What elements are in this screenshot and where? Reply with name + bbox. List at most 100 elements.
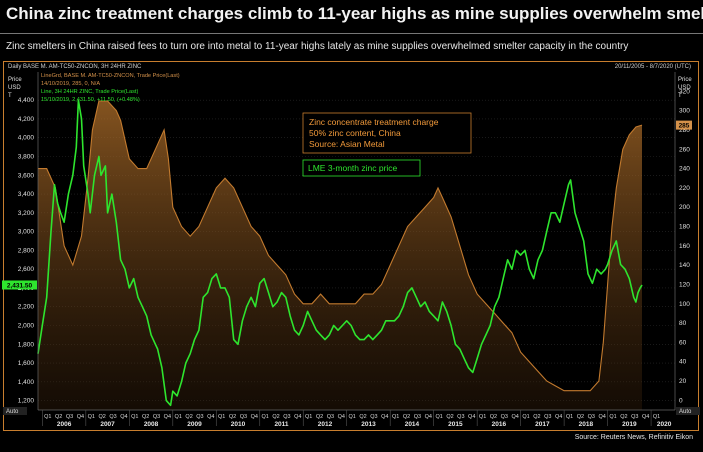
right-tick-label: 200 — [679, 204, 690, 211]
zinc-last-tag — [2, 280, 37, 290]
year-label: 2018 — [579, 421, 594, 428]
left-tick-label: 1,600 — [18, 360, 35, 367]
quarter-label: Q2 — [533, 414, 540, 420]
quarter-label: Q3 — [370, 414, 377, 420]
year-label: 2011 — [274, 421, 288, 428]
legend-entry: LineGrd, BASE M. AM-TC50-ZNCON, Trade Pr… — [41, 73, 180, 79]
source-note: Source: Reuters News, Refinitiv Eikon — [574, 434, 693, 441]
year-label: 2017 — [535, 421, 550, 428]
quarter-label: Q1 — [262, 414, 269, 420]
quarter-label: Q3 — [414, 414, 421, 420]
quarter-label: Q3 — [109, 414, 116, 420]
quarter-label: Q4 — [207, 414, 214, 420]
quarter-label: Q3 — [66, 414, 73, 420]
right-tick-label: 80 — [679, 320, 687, 327]
left-axis-title: T — [8, 93, 12, 99]
quarter-label: Q1 — [348, 414, 355, 420]
quarter-label: Q1 — [479, 414, 486, 420]
left-tick-label: 1,400 — [18, 379, 35, 386]
quarter-label: Q4 — [251, 414, 258, 420]
right-tick-label: 260 — [679, 146, 690, 153]
quarter-label: Q1 — [218, 414, 225, 420]
quarter-label: Q1 — [522, 414, 529, 420]
year-label: 2014 — [405, 421, 420, 428]
right-tick-label: 280 — [679, 127, 690, 134]
chart-subtitle: Zinc smelters in China raised fees to tu… — [6, 41, 629, 52]
left-axis-title: USD — [8, 85, 21, 91]
year-label: 2010 — [231, 421, 246, 428]
tc-annotation-line2: 50% zinc content, China — [309, 128, 401, 138]
right-tick-label: 20 — [679, 378, 687, 385]
right-tick-label: 40 — [679, 359, 687, 366]
title-divider — [0, 33, 703, 34]
zinc-annotation-text: LME 3-month zinc price — [308, 163, 398, 173]
right-tick-label: 140 — [679, 262, 690, 269]
quarter-label: Q3 — [327, 414, 334, 420]
year-label: 2012 — [318, 421, 333, 428]
quarter-label: Q1 — [392, 414, 399, 420]
quarter-label: Q4 — [468, 414, 475, 420]
quarter-label: Q4 — [164, 414, 171, 420]
right-tick-label: 160 — [679, 243, 690, 250]
year-label: 2006 — [57, 421, 72, 428]
right-tick-label: 180 — [679, 224, 690, 231]
quarter-label: Q2 — [185, 414, 192, 420]
quarter-label: Q4 — [120, 414, 127, 420]
right-tick-label: 220 — [679, 185, 690, 192]
quarter-label: Q4 — [642, 414, 649, 420]
zinc-annotation-box — [302, 159, 421, 177]
quarter-label: Q2 — [142, 414, 149, 420]
quarter-label: Q2 — [620, 414, 627, 420]
chart-frame — [3, 61, 699, 431]
legend-entry: 14/10/2019, 285, 0, N/A — [41, 81, 100, 87]
quarter-label: Q2 — [577, 414, 584, 420]
quarter-label: Q4 — [77, 414, 84, 420]
quarter-label: Q4 — [598, 414, 605, 420]
quarter-label: Q3 — [196, 414, 203, 420]
quarter-label: Q1 — [131, 414, 138, 420]
quarter-label: Q1 — [435, 414, 442, 420]
tc-area — [38, 101, 642, 410]
right-tick-label: 100 — [679, 301, 690, 308]
quarter-label: Q4 — [294, 414, 301, 420]
quarter-label: Q1 — [88, 414, 95, 420]
year-label: 2008 — [144, 421, 159, 428]
quarter-label: Q1 — [566, 414, 573, 420]
quarter-label: Q4 — [338, 414, 345, 420]
zinc-last-value: 2,431.50 — [7, 282, 33, 289]
right-tick-label: 320 — [679, 88, 690, 95]
right-tick-label: 300 — [679, 108, 690, 115]
chart-header-left: Daily BASE M. AM-TC50-ZNCON, 3H 24HR ZIN… — [8, 64, 142, 70]
tc-line — [38, 100, 643, 392]
year-label: 2007 — [100, 421, 115, 428]
year-label: 2015 — [448, 421, 463, 428]
left-tick-label: 4,000 — [18, 135, 35, 142]
quarter-label: Q4 — [381, 414, 388, 420]
left-tick-label: 2,200 — [18, 304, 35, 311]
right-tick-label: 240 — [679, 166, 690, 173]
left-tick-label: 4,200 — [18, 116, 35, 123]
quarter-label: Q2 — [98, 414, 105, 420]
quarter-label: Q2 — [490, 414, 497, 420]
right-tick-label: 120 — [679, 281, 690, 288]
tc-last-tag — [676, 120, 692, 130]
left-tick-label: 3,800 — [18, 154, 35, 161]
quarter-label: Q1 — [653, 414, 660, 420]
quarter-label: Q2 — [446, 414, 453, 420]
year-label: 2016 — [492, 421, 507, 428]
year-label: 2020 — [657, 421, 672, 428]
year-label: 2009 — [187, 421, 202, 428]
auto-left-box — [3, 407, 27, 415]
right-axis-title: T — [678, 93, 682, 99]
quarter-label: Q3 — [457, 414, 464, 420]
year-label: 2013 — [361, 421, 376, 428]
left-tick-label: 1,800 — [18, 341, 35, 348]
left-tick-label: 2,800 — [18, 247, 35, 254]
legend-entry: Line, 3H 24HR ZINC, Trade Price(Last) — [41, 89, 138, 95]
quarter-label: Q1 — [175, 414, 182, 420]
auto-right-label: Auto — [679, 409, 692, 415]
quarter-label: Q3 — [631, 414, 638, 420]
quarter-label: Q2 — [55, 414, 62, 420]
year-label: 2019 — [622, 421, 637, 428]
